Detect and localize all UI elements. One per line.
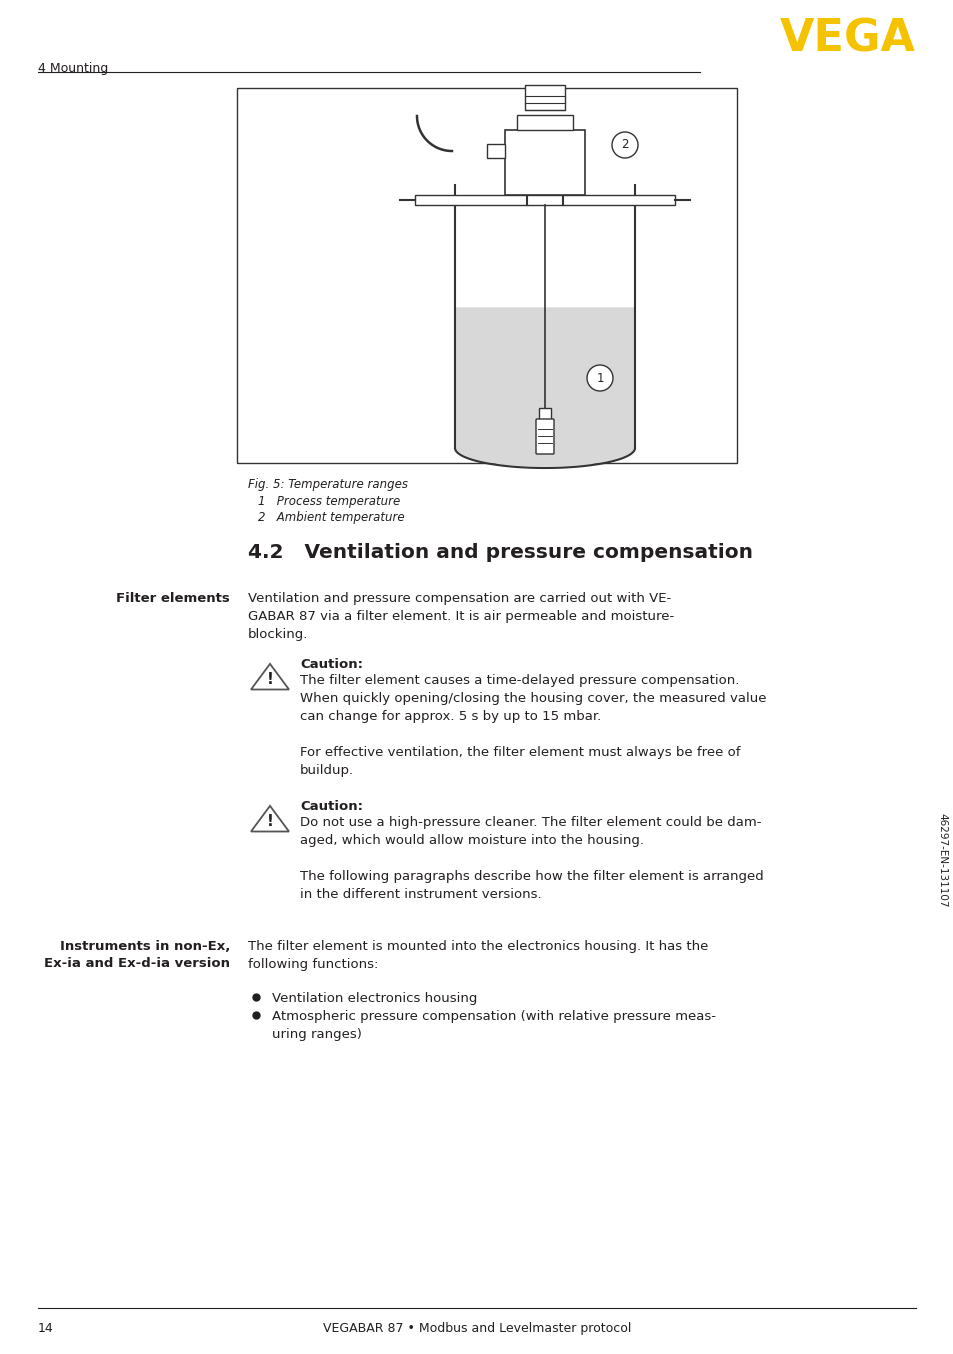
Text: Ventilation and pressure compensation are carried out with VE-
GABAR 87 via a fi: Ventilation and pressure compensation ar…	[248, 592, 674, 640]
Text: 4 Mounting: 4 Mounting	[38, 62, 108, 74]
Bar	[236, 88, 737, 463]
Text: 14: 14	[38, 1322, 53, 1335]
Bar	[524, 85, 564, 110]
Polygon shape	[455, 307, 635, 466]
Text: Ventilation electronics housing: Ventilation electronics housing	[272, 992, 476, 1005]
Text: Caution:: Caution:	[299, 658, 363, 672]
Text: !: !	[266, 815, 274, 830]
Circle shape	[612, 131, 638, 158]
Text: Instruments in non-Ex,: Instruments in non-Ex,	[59, 940, 230, 953]
Text: 2: 2	[620, 138, 628, 152]
Text: Caution:: Caution:	[299, 800, 363, 812]
Text: 46297-EN-131107: 46297-EN-131107	[936, 812, 946, 907]
Polygon shape	[251, 806, 289, 831]
Text: VEGA: VEGA	[780, 18, 915, 61]
Text: 2   Ambient temperature: 2 Ambient temperature	[257, 510, 404, 524]
Text: Filter elements: Filter elements	[116, 592, 230, 605]
Bar	[538, 408, 551, 420]
Text: The filter element is mounted into the electronics housing. It has the
following: The filter element is mounted into the e…	[248, 940, 708, 971]
Circle shape	[586, 366, 613, 391]
Text: Fig. 5: Temperature ranges: Fig. 5: Temperature ranges	[248, 478, 408, 492]
Bar	[415, 195, 675, 204]
Text: VEGABAR 87 • Modbus and Levelmaster protocol: VEGABAR 87 • Modbus and Levelmaster prot…	[322, 1322, 631, 1335]
Text: 1   Process temperature: 1 Process temperature	[257, 496, 400, 508]
Bar	[517, 115, 573, 130]
Text: 4.2   Ventilation and pressure compensation: 4.2 Ventilation and pressure compensatio…	[248, 543, 752, 562]
Text: Atmospheric pressure compensation (with relative pressure meas-
uring ranges): Atmospheric pressure compensation (with …	[272, 1010, 716, 1041]
Text: Ex-ia and Ex-d-ia version: Ex-ia and Ex-d-ia version	[44, 957, 230, 969]
Text: The filter element causes a time-delayed pressure compensation.
When quickly ope: The filter element causes a time-delayed…	[299, 674, 765, 777]
Text: !: !	[266, 673, 274, 688]
FancyBboxPatch shape	[536, 418, 554, 454]
Bar	[504, 130, 584, 195]
Text: 1: 1	[596, 371, 603, 385]
Text: Do not use a high-pressure cleaner. The filter element could be dam-
aged, which: Do not use a high-pressure cleaner. The …	[299, 816, 763, 900]
Bar	[486, 144, 504, 158]
Polygon shape	[251, 663, 289, 689]
